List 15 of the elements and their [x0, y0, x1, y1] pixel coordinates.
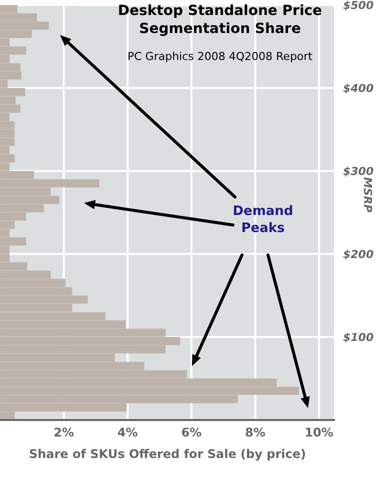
text: Desktop Standalone Price Segmentation Share	[116, 2, 324, 38]
text: PC Graphics 2008 4Q2008 Report	[126, 50, 314, 64]
y-tick-label: $300	[343, 164, 374, 178]
y-axis-title: MSRP	[361, 177, 374, 212]
x-tick-label: 10%	[304, 426, 334, 440]
x-tick-label: 2%	[54, 426, 74, 440]
y-tick-label: $500	[343, 0, 374, 12]
annotation: Demand Peaks	[232, 203, 294, 237]
x-tick-label: 4%	[117, 426, 138, 440]
x-tick-label: 6%	[181, 426, 202, 440]
x-tick-label: 8%	[245, 426, 266, 440]
y-tick-label: $200	[343, 248, 374, 261]
y-tick-label: $100	[343, 330, 374, 344]
y-tick-label: $400	[343, 82, 374, 95]
x-axis-title: Share of SKUs Offered for Sale (by price)	[28, 447, 306, 461]
